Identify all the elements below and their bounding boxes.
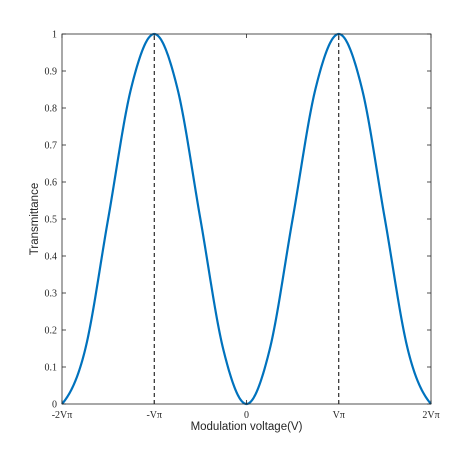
x-tick-label: 0	[244, 410, 249, 421]
y-tick-label: 0.9	[45, 67, 58, 78]
y-tick-label: 0.6	[45, 178, 58, 189]
reference-lines	[153, 34, 340, 404]
y-tick-label: 0.2	[45, 326, 58, 337]
y-tick-label: 0.1	[45, 363, 58, 374]
x-tick-label: Vπ	[333, 410, 345, 421]
y-tick-label: 0	[52, 400, 57, 411]
x-tick-label: 2Vπ	[422, 410, 439, 421]
plot-background	[62, 34, 431, 404]
x-tick-label: -2Vπ	[52, 410, 73, 421]
y-tick-label: 0.8	[45, 104, 58, 115]
y-tick-label: 0.5	[45, 215, 58, 226]
y-tick-label: 1	[52, 30, 57, 41]
x-axis-label: Modulation voltage(V)	[191, 421, 303, 433]
y-axis-ticks: 0 0.1 0.2 0.3 0.4 0.5 0.6 0.7 0.8 0.9 1	[45, 30, 431, 411]
x-tick-label: -Vπ	[146, 410, 162, 421]
y-axis-label: Transmittance	[29, 183, 41, 255]
y-tick-label: 0.3	[45, 289, 58, 300]
y-tick-label: 0.7	[45, 141, 58, 152]
x-axis-ticks: -2Vπ -Vπ 0 Vπ 2Vπ	[52, 34, 440, 421]
y-tick-label: 0.4	[45, 252, 58, 263]
